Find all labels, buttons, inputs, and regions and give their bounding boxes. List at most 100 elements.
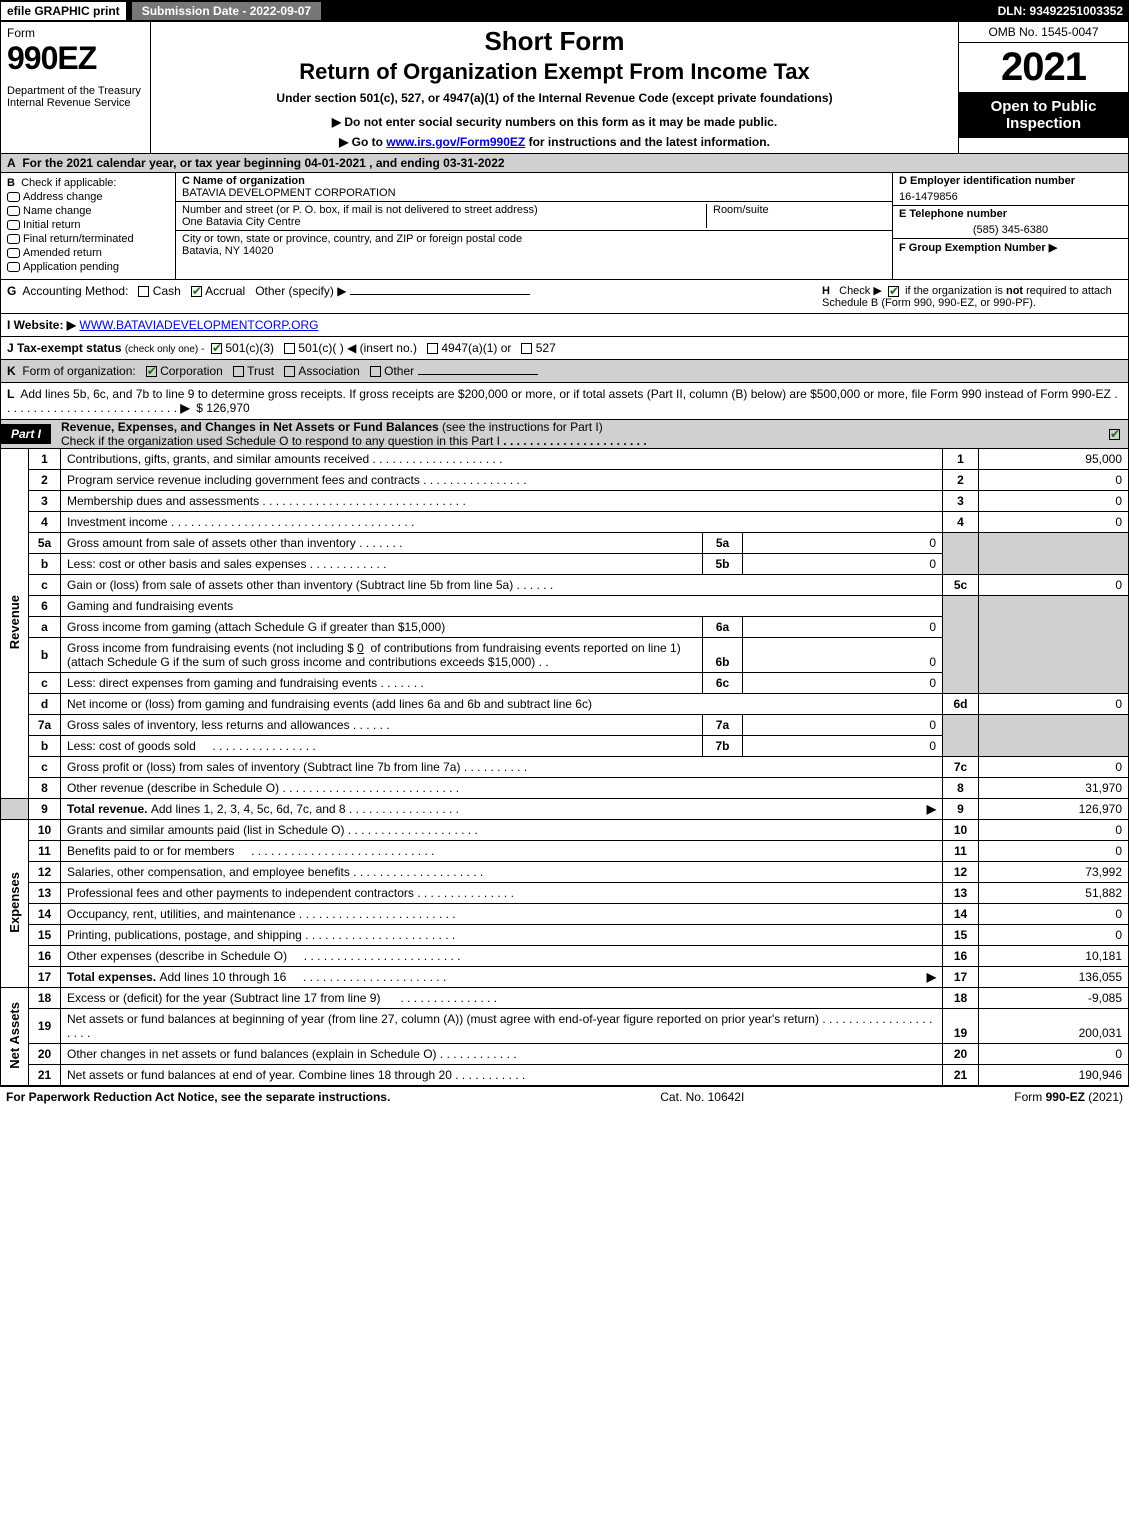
association-label: Association [298, 364, 359, 378]
line-desc: Less: cost of goods sold . . . . . . . .… [61, 736, 703, 757]
form-word: Form [7, 26, 144, 40]
irs-link[interactable]: www.irs.gov/Form990EZ [386, 135, 525, 149]
table-row: 17 Total expenses. Add lines 10 through … [1, 967, 1129, 988]
part-i-check-note: Check if the organization used Schedule … [61, 434, 500, 448]
check-amended-return[interactable]: Amended return [7, 247, 169, 259]
line-num: 1 [29, 449, 61, 470]
line-desc: Gross sales of inventory, less returns a… [61, 715, 703, 736]
table-row: 15 Printing, publications, postage, and … [1, 925, 1129, 946]
box-c: C Name of organization BATAVIA DEVELOPME… [176, 173, 893, 279]
netassets-side-label: Net Assets [1, 988, 29, 1086]
line-desc: Membership dues and assessments . . . . … [61, 491, 943, 512]
association-checkbox[interactable] [284, 366, 295, 377]
cash-label: Cash [153, 284, 181, 298]
line-colnum: 14 [943, 904, 979, 925]
line-value: 31,970 [979, 778, 1129, 799]
table-row: 2 Program service revenue including gove… [1, 470, 1129, 491]
527-checkbox[interactable] [521, 343, 532, 354]
schedule-b-checkbox[interactable] [888, 286, 899, 297]
line-subnum: 7a [703, 715, 743, 736]
part-i-title-note: (see the instructions for Part I) [442, 420, 603, 434]
form-title: Return of Organization Exempt From Incom… [157, 59, 952, 85]
check-label: Initial return [23, 219, 80, 231]
line-desc: Less: cost or other basis and sales expe… [61, 554, 703, 575]
line-num: 21 [29, 1065, 61, 1086]
short-form-title: Short Form [157, 26, 952, 57]
501c-checkbox[interactable] [284, 343, 295, 354]
footer-form-suffix: (2021) [1085, 1090, 1123, 1104]
table-row: 21 Net assets or fund balances at end of… [1, 1065, 1129, 1086]
row-h-not: not [1006, 285, 1023, 297]
line-value: 0 [979, 491, 1129, 512]
line-colnum: 19 [943, 1009, 979, 1044]
line-colnum: 16 [943, 946, 979, 967]
org-name: BATAVIA DEVELOPMENT CORPORATION [182, 187, 886, 199]
line-desc: Net assets or fund balances at end of ye… [61, 1065, 943, 1086]
line-colnum: 11 [943, 841, 979, 862]
form-number: 990EZ [7, 40, 144, 77]
shaded-cell [943, 533, 979, 575]
line-value: 0 [979, 470, 1129, 491]
expenses-side-label: Expenses [1, 820, 29, 988]
checkbox-icon [7, 262, 20, 272]
form-subtitle: Under section 501(c), 527, or 4947(a)(1)… [157, 91, 952, 105]
part-i-schedule-o-checkbox[interactable] [1109, 429, 1120, 440]
501c3-checkbox[interactable] [211, 343, 222, 354]
line-colnum: 17 [943, 967, 979, 988]
row-g-h: G Accounting Method: Cash Accrual Other … [0, 280, 1129, 314]
cash-checkbox[interactable] [138, 286, 149, 297]
check-initial-return[interactable]: Initial return [7, 219, 169, 231]
line-desc: Gross amount from sale of assets other t… [61, 533, 703, 554]
footer-form-num: 990-EZ [1046, 1090, 1085, 1104]
line-num: 13 [29, 883, 61, 904]
other-org-input[interactable] [418, 374, 538, 375]
line-colnum: 1 [943, 449, 979, 470]
street-value: One Batavia City Centre [182, 216, 706, 228]
efile-label: efile GRAPHIC print [0, 1, 127, 21]
omb-number: OMB No. 1545-0047 [959, 22, 1128, 43]
public-inspection: Open to Public Inspection [959, 92, 1128, 138]
line-value: 73,992 [979, 862, 1129, 883]
line-num: 19 [29, 1009, 61, 1044]
submission-date: Submission Date - 2022-09-07 [131, 1, 322, 21]
line-desc: Investment income . . . . . . . . . . . … [61, 512, 943, 533]
trust-checkbox[interactable] [233, 366, 244, 377]
website-link[interactable]: WWW.BATAVIADEVELOPMENTCORP.ORG [79, 318, 318, 332]
page-footer: For Paperwork Reduction Act Notice, see … [0, 1086, 1129, 1107]
box-b-title: Check if applicable: [21, 177, 116, 189]
city-value: Batavia, NY 14020 [182, 245, 886, 257]
phone-label: E Telephone number [899, 208, 1122, 220]
line-value: 10,181 [979, 946, 1129, 967]
check-address-change[interactable]: Address change [7, 191, 169, 203]
4947-checkbox[interactable] [427, 343, 438, 354]
line-desc: Less: direct expenses from gaming and fu… [61, 673, 703, 694]
other-specify-input[interactable] [350, 294, 530, 295]
line-colnum: 6d [943, 694, 979, 715]
accounting-method-label: Accounting Method: [22, 284, 128, 298]
line-desc: Contributions, gifts, grants, and simila… [61, 449, 943, 470]
line-value: 51,882 [979, 883, 1129, 904]
line-num: 11 [29, 841, 61, 862]
ssn-warning: ▶ Do not enter social security numbers o… [157, 115, 952, 129]
section-a-label: A [7, 156, 16, 170]
line-colnum: 8 [943, 778, 979, 799]
line-value: 136,055 [979, 967, 1129, 988]
line-value: 126,970 [979, 799, 1129, 820]
shaded-cell [943, 715, 979, 757]
room-suite-label: Room/suite [706, 204, 886, 228]
row-i: I Website: ▶ WWW.BATAVIADEVELOPMENTCORP.… [0, 314, 1129, 337]
check-final-return[interactable]: Final return/terminated [7, 233, 169, 245]
accrual-checkbox[interactable] [191, 286, 202, 297]
gross-receipts-value: $ 126,970 [196, 401, 249, 415]
table-row: 8 Other revenue (describe in Schedule O)… [1, 778, 1129, 799]
line-num: 9 [29, 799, 61, 820]
line-colnum: 13 [943, 883, 979, 904]
line-subnum: 7b [703, 736, 743, 757]
line-colnum: 20 [943, 1044, 979, 1065]
check-name-change[interactable]: Name change [7, 205, 169, 217]
corporation-checkbox[interactable] [146, 366, 157, 377]
check-application-pending[interactable]: Application pending [7, 261, 169, 273]
line-colnum: 5c [943, 575, 979, 596]
other-org-checkbox[interactable] [370, 366, 381, 377]
checkbox-icon [7, 206, 20, 216]
